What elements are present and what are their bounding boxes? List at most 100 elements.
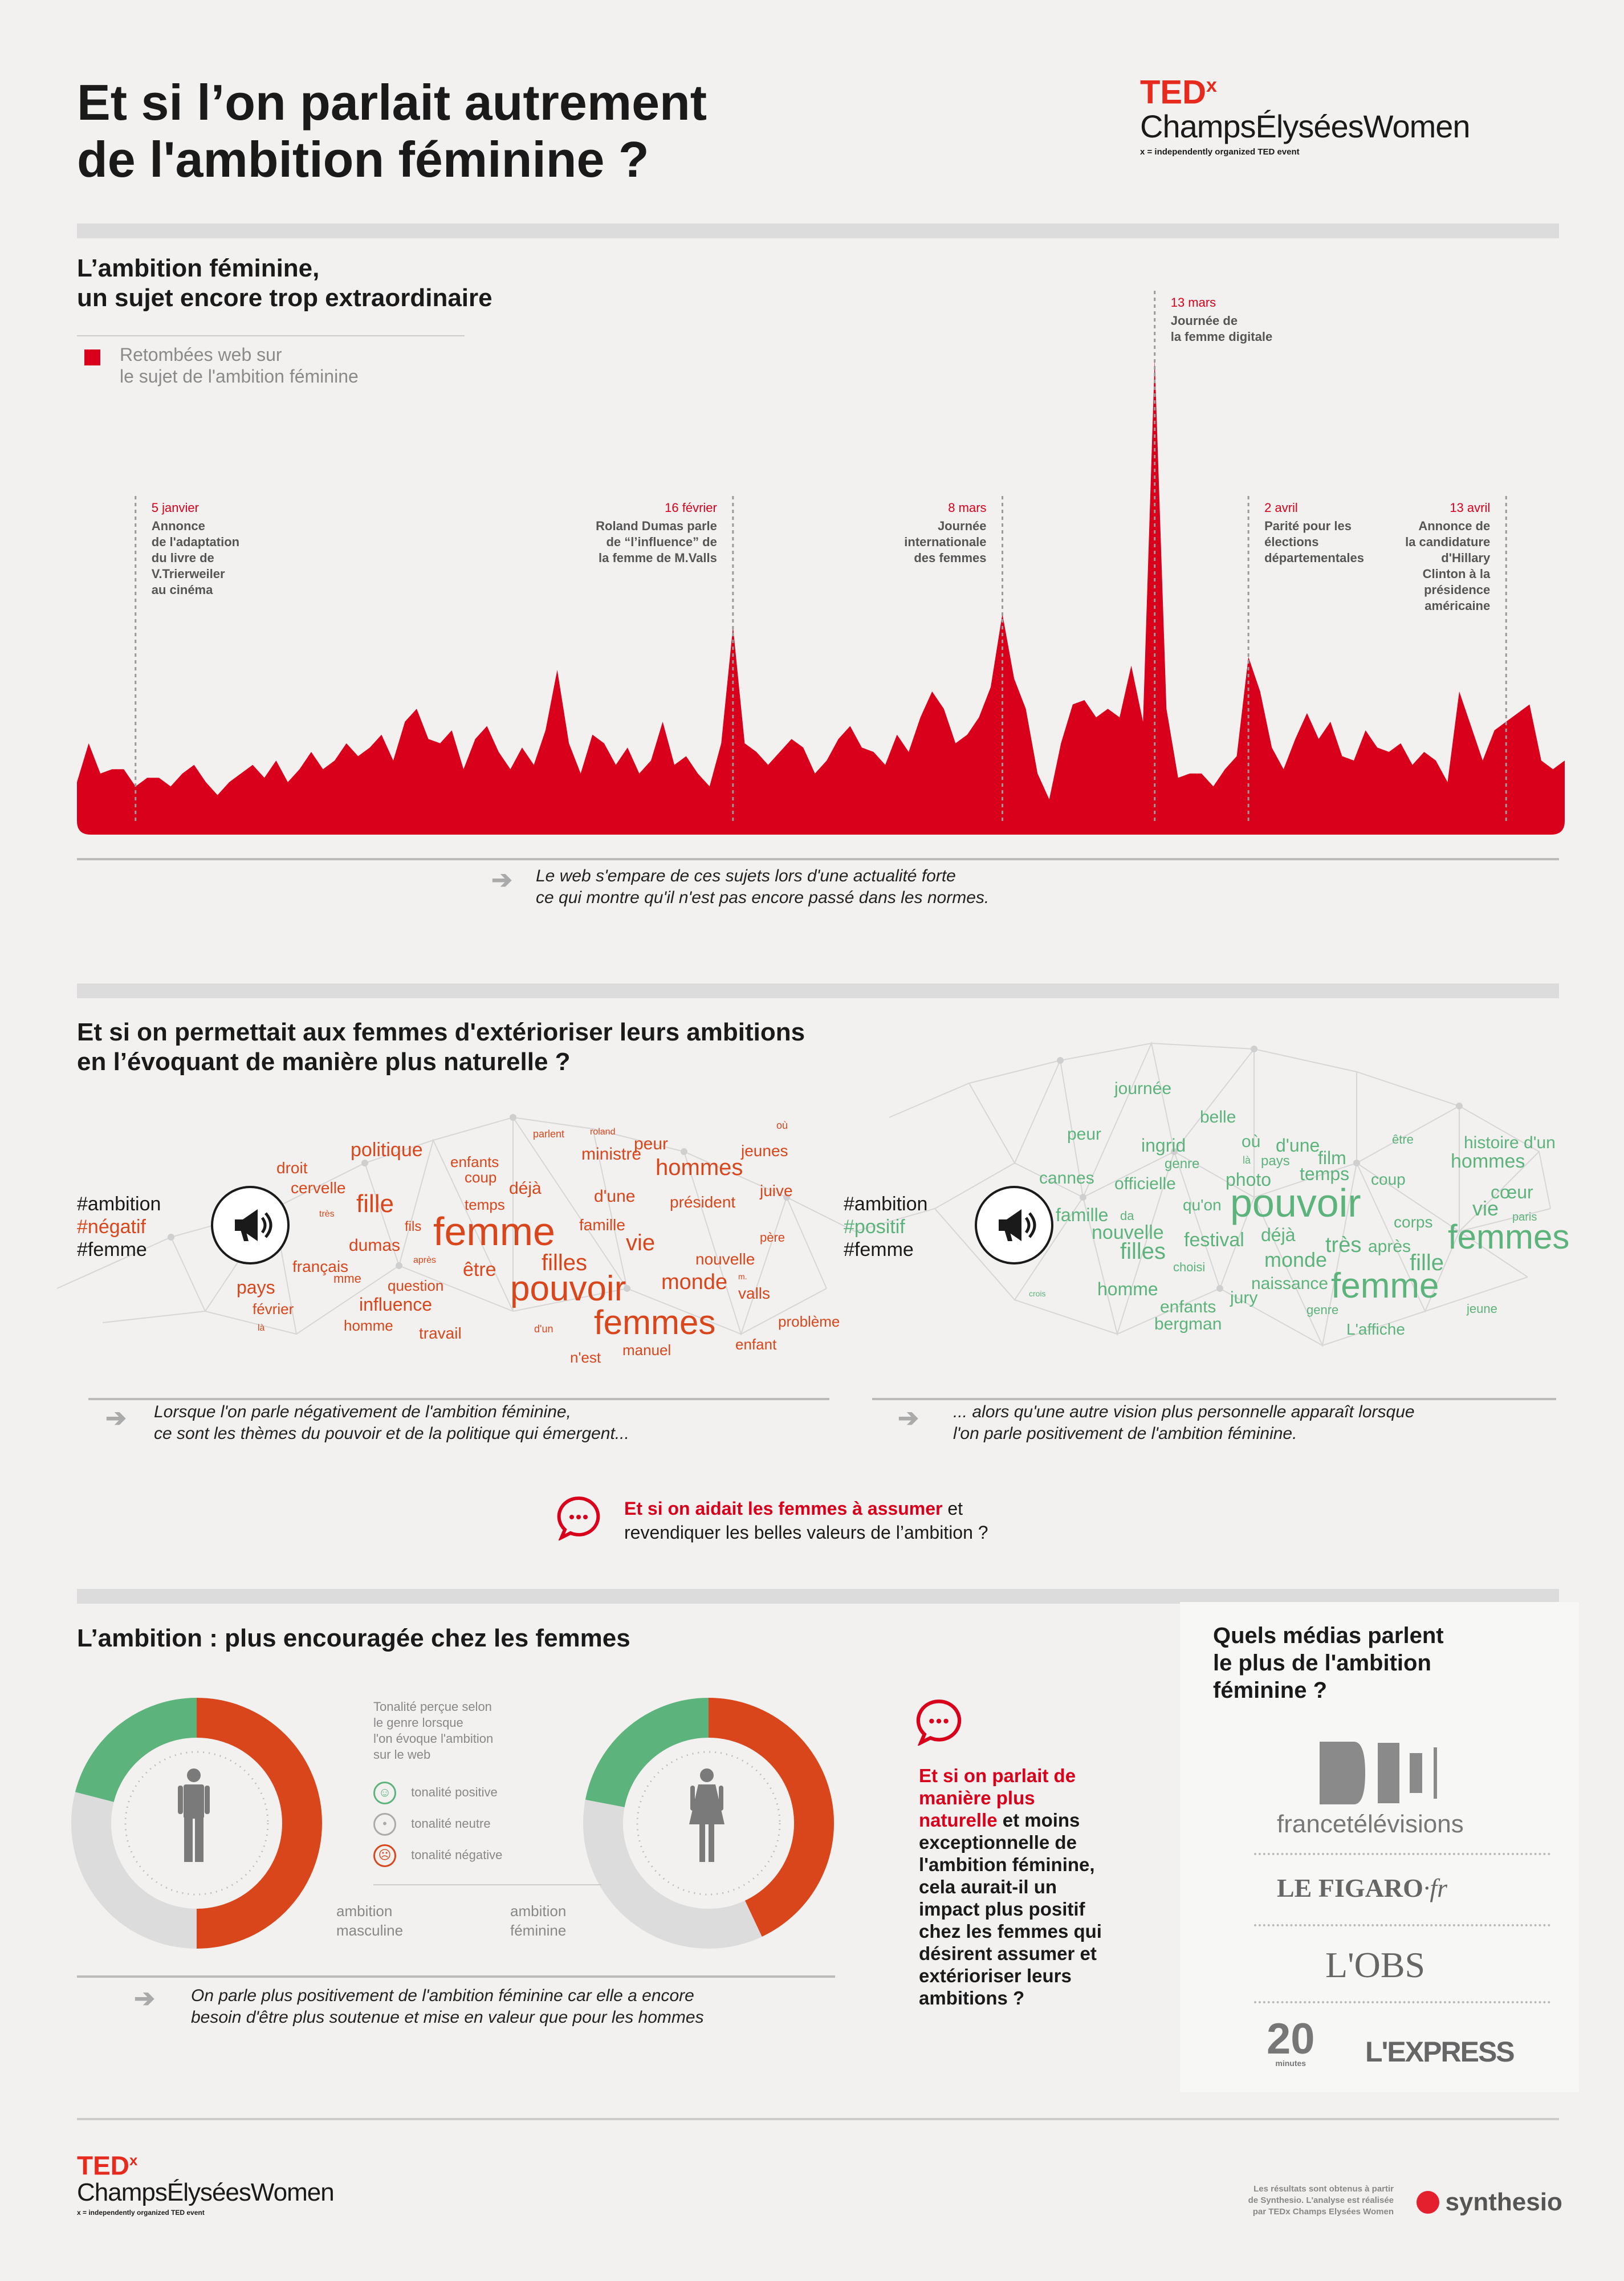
word: jeunes (741, 1142, 788, 1160)
pos-tag-positif: #positif (844, 1216, 905, 1238)
logo-tagline: x = independently organized TED event (1140, 147, 1300, 157)
section4-title-line3: féminine ? (1213, 1678, 1328, 1703)
word: problème (778, 1313, 840, 1330)
word: pays (1261, 1153, 1290, 1169)
france-televisions-logo-icon (1314, 1736, 1445, 1813)
annotation-text: V.Trierweiler (152, 567, 225, 581)
word: roland (590, 1127, 616, 1137)
word: n'est (570, 1349, 601, 1366)
annotation-text: Roland Dumas parle (596, 519, 717, 533)
word: cannes (1039, 1169, 1094, 1188)
word: où (1242, 1132, 1261, 1151)
megaphone-icon (211, 1186, 290, 1264)
speech-bubble-icon (915, 1698, 963, 1747)
question-rest2: revendiquer les belles valeurs de l’ambi… (624, 1522, 988, 1543)
word: pays (237, 1277, 275, 1298)
annotation-text: départementales (1264, 551, 1364, 565)
word: manuel (622, 1341, 671, 1359)
word: d'un (534, 1323, 553, 1335)
word: fils (405, 1219, 422, 1234)
media-lobs: L'OBS (1325, 1945, 1426, 1985)
pos-note-line1: ... alors qu'une autre vision plus perso… (953, 1402, 1415, 1421)
legend-title-line: le genre lorsque (373, 1715, 463, 1730)
annotation-text: élections (1264, 535, 1318, 549)
word: coup (465, 1169, 497, 1186)
word: vie (626, 1230, 656, 1255)
pos-note-rule (872, 1398, 1556, 1400)
donut-neutral-slice (71, 1792, 197, 1949)
word: monde (661, 1270, 728, 1294)
arrow-icon: ➔ (898, 1404, 919, 1432)
neg-tag-ambition: #ambition (77, 1193, 161, 1215)
annotation-date: 16 février (665, 501, 717, 515)
divider-2 (77, 983, 1559, 998)
media-france-televisions: francetélévisions (1277, 1810, 1464, 1838)
pos-note: ... alors qu'une autre vision plus perso… (953, 1401, 1415, 1445)
divider-1 (77, 223, 1559, 238)
word: valls (738, 1284, 771, 1302)
word: être (463, 1259, 496, 1280)
neg-hashtags: #ambition #négatif #femme (77, 1193, 161, 1261)
word: homme (1097, 1279, 1158, 1299)
word: photo (1226, 1169, 1272, 1190)
section1-title-line2: un sujet encore trop extraordinaire (77, 284, 493, 312)
section1-title-line1: L’ambition féminine, (77, 254, 320, 282)
word: très (319, 1209, 335, 1219)
annotation-text: la femme digitale (1171, 330, 1273, 344)
footer-credits: Les résultats sont obtenus à partir de S… (1169, 2184, 1394, 2218)
legend-neu-label: tonalité neutre (411, 1816, 491, 1831)
area-base (77, 821, 1565, 835)
q-red-line1: Et si on parlait de (919, 1765, 1076, 1786)
word: peur (1067, 1125, 1102, 1144)
tonality-legend-title: Tonalité perçue selon le genre lorsque l… (373, 1699, 493, 1763)
word: qu'on (1183, 1196, 1222, 1214)
word: hommes (1451, 1150, 1525, 1172)
word: femme (433, 1209, 555, 1254)
legend-positive: ☺ tonalité positive (373, 1782, 498, 1804)
legend-line2: le sujet de l'ambition féminine (120, 366, 359, 387)
media-le-figaro: LE FIGARO (1277, 1873, 1423, 1902)
word: jury (1230, 1288, 1258, 1307)
word: film (1318, 1148, 1346, 1168)
speech-bubble-icon (556, 1495, 601, 1542)
q-rest-line: extérioriser leurs (919, 1965, 1072, 1986)
section2-title-line1: Et si on permettait aux femmes d'extério… (77, 1018, 805, 1046)
section3-note: On parle plus positivement de l'ambition… (191, 1985, 704, 2028)
word: femmes (1448, 1218, 1570, 1256)
section1-underline (77, 335, 465, 336)
section1-title: L’ambition féminine, un sujet encore tro… (77, 254, 493, 313)
legend-title-line: Tonalité perçue selon (373, 1699, 492, 1714)
media-panel (1180, 1602, 1579, 2092)
logo-name: ChampsÉlyséesWomen (1140, 108, 1471, 145)
word: temps (1300, 1164, 1350, 1184)
label-fem-line2: féminine (510, 1922, 567, 1939)
label-feminine: ambition féminine (510, 1901, 566, 1940)
word: travail (419, 1324, 462, 1342)
footer-logo-tagline: x = independently organized TED event (77, 2209, 205, 2217)
neutral-face-icon: • (373, 1813, 396, 1836)
footer-logo-x: x (129, 2152, 138, 2169)
neg-note-line2: ce sont les thèmes du pouvoir et de la p… (154, 1424, 629, 1443)
section2-title: Et si on permettait aux femmes d'extério… (77, 1018, 805, 1077)
word: cervelle (291, 1179, 346, 1197)
word: politique (351, 1139, 423, 1161)
word: ingrid (1141, 1135, 1186, 1156)
annotation-text: internationale (904, 535, 986, 549)
word: nouvelle (1092, 1222, 1164, 1243)
annotation-text: Journée (938, 519, 987, 533)
frown-icon: ☹ (373, 1844, 396, 1867)
section1-note: Le web s'empare de ces sujets lors d'une… (536, 865, 989, 909)
q-rest-line: désirent assumer et (919, 1943, 1097, 1964)
word: filles (542, 1250, 588, 1275)
word: monde (1264, 1248, 1328, 1271)
section4-title: Quels médias parlent le plus de l'ambiti… (1213, 1622, 1444, 1704)
word: histoire d'un (1464, 1133, 1556, 1152)
legend-neutral: • tonalité neutre (373, 1813, 491, 1836)
synthesio-swirl-icon (1417, 2191, 1439, 2214)
word: naissance (1251, 1274, 1329, 1293)
word: février (253, 1300, 294, 1318)
donut-inner-dotted-ring (124, 1751, 269, 1896)
legend-title-line: l'on évoque l'ambition (373, 1731, 494, 1746)
annotation-text: de l'adaptation (152, 535, 239, 549)
credits-line: par TEDx Champs Elysées Women (1252, 2207, 1394, 2217)
